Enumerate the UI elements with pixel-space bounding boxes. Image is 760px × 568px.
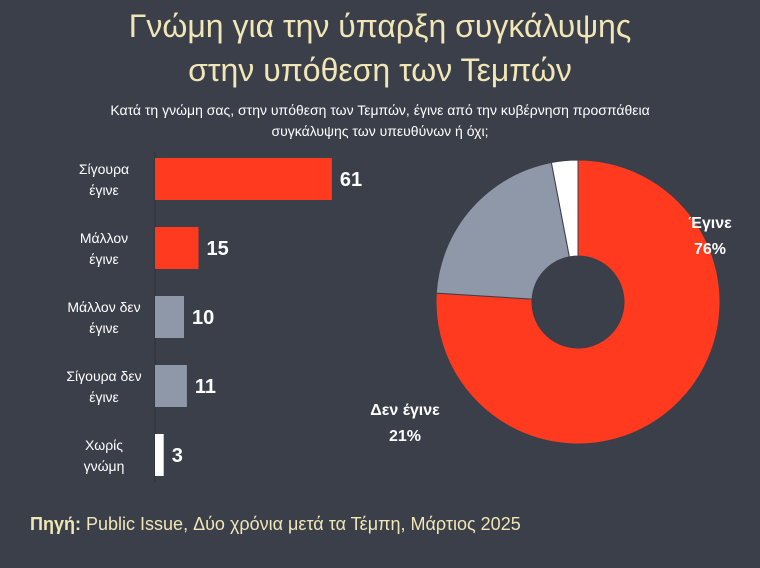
donut-slice-value: 76% — [694, 241, 726, 258]
bar — [155, 434, 164, 476]
chart-title: Γνώμη για την ύπαρξη συγκάλυψης στην υπό… — [0, 4, 760, 92]
bar-value-label: 15 — [207, 238, 229, 260]
bar-value-label: 61 — [340, 169, 362, 191]
donut-slice-value: 21% — [389, 428, 421, 445]
chart-title-line-1: Γνώμη για την ύπαρξη συγκάλυψης — [128, 8, 632, 44]
bar-category-label: έγινε — [89, 182, 119, 198]
survey-question-line-2: συγκάλυψης των υπευθύνων ή όχι; — [271, 123, 489, 139]
bar-category-label: Σίγουρα δεν — [66, 368, 141, 384]
bar-category-label: γνώμη — [84, 458, 125, 474]
bar-value-label: 10 — [192, 307, 214, 329]
donut-slice-label: Δεν έγινε — [370, 402, 440, 419]
donut-slice — [550, 159, 579, 258]
bar — [155, 365, 187, 407]
bar-category-label: έγινε — [89, 320, 119, 336]
donut-slice — [435, 161, 570, 300]
survey-question-line-1: Κατά τη γνώμη σας, στην υπόθεση των Τεμπ… — [110, 102, 650, 118]
source-note: Πηγή: Public Issue, Δύο χρόνια μετά τα Τ… — [30, 514, 521, 535]
source-text: Public Issue, Δύο χρόνια μετά τα Τέμπη, … — [86, 514, 521, 534]
donut-hole — [533, 257, 623, 347]
donut-slice-label: Έγινε — [688, 215, 732, 232]
source-label: Πηγή: — [30, 514, 81, 534]
bar — [155, 227, 199, 269]
bar-category-label: Χωρίς — [85, 437, 123, 453]
bar-category-label: Μάλλον — [80, 230, 128, 246]
chart-title-line-2: στην υπόθεση των Τεμπών — [188, 52, 572, 88]
bar-category-label: Σίγουρα — [79, 161, 129, 177]
survey-question: Κατά τη γνώμη σας, στην υπόθεση των Τεμπ… — [0, 100, 760, 142]
donut-slice — [435, 159, 721, 445]
donut-chart: Έγινε 76% Δεν έγινε 21% — [370, 159, 732, 445]
bar-category-label: Μάλλον δεν — [67, 299, 140, 315]
bar-category-label: έγινε — [89, 251, 119, 267]
bar-chart: 61 Σίγουρα έγινε 15 Μάλλον έγινε 10 Μάλλον δεν έ… — [66, 152, 362, 482]
bar-value-label: 11 — [195, 376, 216, 398]
bar — [155, 296, 184, 338]
bar — [155, 158, 332, 200]
bar-category-label: έγινε — [89, 389, 119, 405]
bar-value-label: 3 — [172, 445, 183, 467]
